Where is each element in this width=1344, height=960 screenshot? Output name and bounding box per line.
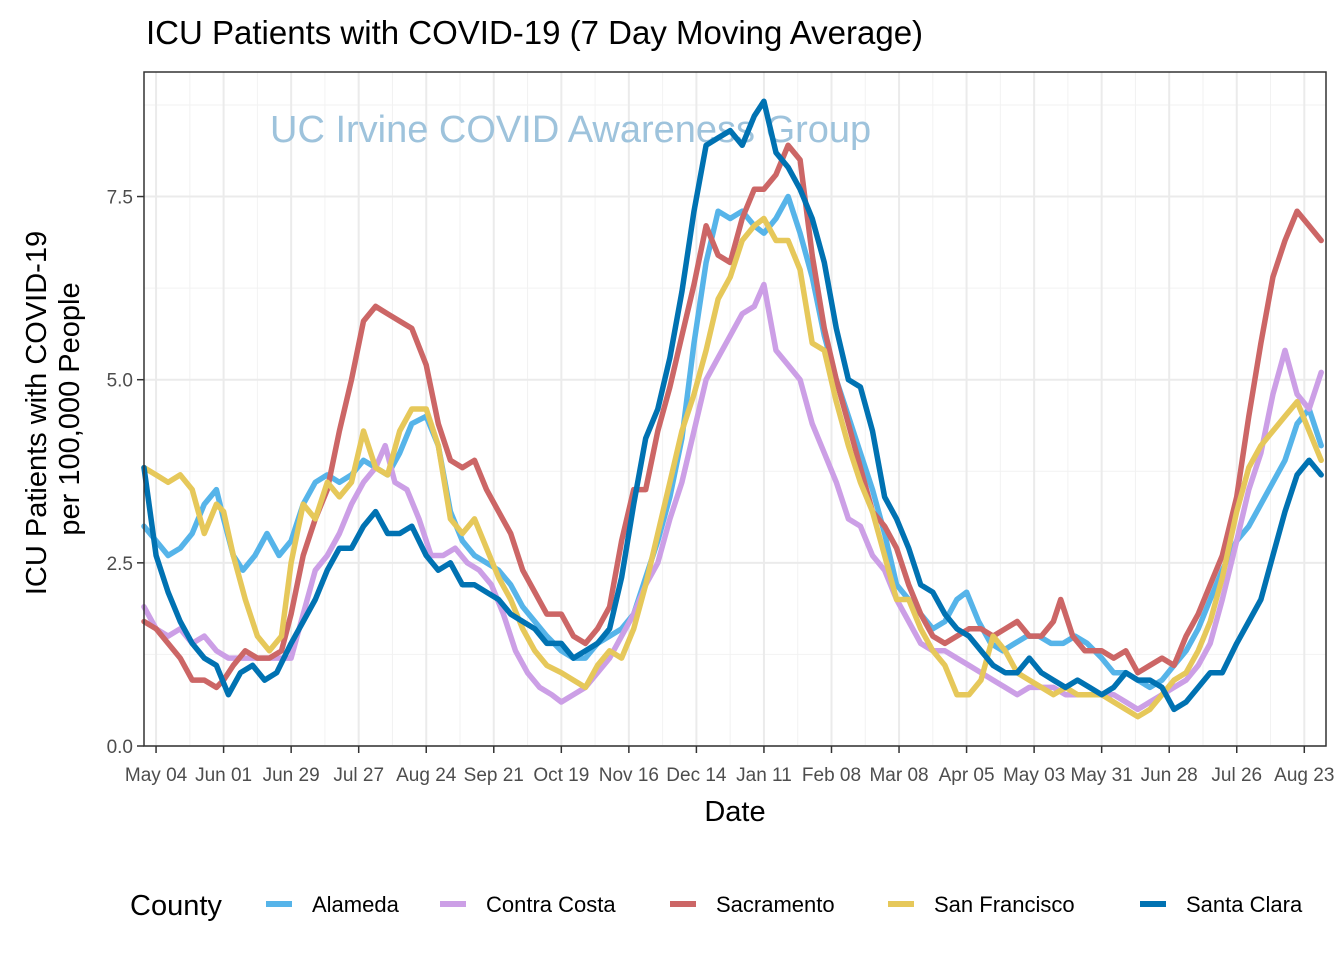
y-tick-label: 5.0	[107, 371, 133, 392]
plot-background	[144, 72, 1326, 746]
x-tick-label: Apr 05	[939, 765, 995, 786]
x-tick-label: Sep 21	[464, 765, 524, 786]
x-tick-label: Jun 28	[1141, 765, 1198, 786]
x-tick-label: Feb 08	[802, 765, 861, 786]
x-tick-label: Aug 23	[1274, 765, 1334, 786]
watermark-text: UC Irvine COVID Awareness Group	[270, 109, 871, 151]
x-tick-label: Jun 29	[263, 765, 320, 786]
x-axis-title: Date	[704, 796, 765, 828]
x-tick-label: Jun 01	[195, 765, 252, 786]
legend-label-contra-costa: Contra Costa	[486, 892, 616, 917]
y-tick-label: 7.5	[107, 188, 133, 209]
x-tick-label: May 03	[1003, 765, 1065, 786]
legend-title: County	[130, 890, 222, 922]
series-line-sacramento	[141, 142, 1324, 691]
series-line-san-francisco	[141, 215, 1324, 720]
x-tick-label: Jul 27	[333, 765, 384, 786]
x-tick-label: Nov 16	[599, 765, 659, 786]
legend-label-sacramento: Sacramento	[716, 892, 835, 917]
x-tick-label: Dec 14	[666, 765, 727, 786]
series-line-santa-clara	[141, 98, 1324, 713]
x-tick-label: Jul 26	[1211, 765, 1262, 786]
legend: County Alameda Contra Costa Sacramento San …	[130, 890, 1303, 922]
x-tick-label: Jan 11	[736, 765, 792, 786]
legend-label-santa-clara: Santa Clara	[1186, 892, 1303, 917]
x-tick-label: Mar 08	[869, 765, 928, 786]
plot-border	[143, 71, 1327, 747]
legend-label-alameda: Alameda	[312, 892, 400, 917]
x-tick-label: May 31	[1071, 765, 1133, 786]
y-axis-title-line-2: per 100,000 People	[54, 282, 86, 535]
series-layer	[141, 98, 1324, 720]
y-axis-title-line-1: ICU Patients with COVID-19	[21, 231, 53, 595]
x-tick-label: May 04	[125, 765, 188, 786]
series-line-contra-costa	[141, 281, 1324, 713]
chart-title: ICU Patients with COVID-19 (7 Day Moving…	[146, 14, 923, 51]
x-tick-label: Oct 19	[533, 765, 589, 786]
y-axis-title: ICU Patients with COVID-19 per 100,000 P…	[21, 223, 86, 595]
x-axis: May 04 Jun 01 Jun 29 Jul 27 Aug 24 Sep 21 Oct …	[125, 746, 1334, 786]
y-axis: 0.0 2.5 5.0 7.5	[107, 188, 144, 758]
y-tick-label: 0.0	[107, 737, 133, 758]
legend-label-san-francisco: San Francisco	[934, 892, 1075, 917]
x-tick-label: Aug 24	[396, 765, 457, 786]
y-tick-label: 2.5	[107, 554, 133, 575]
